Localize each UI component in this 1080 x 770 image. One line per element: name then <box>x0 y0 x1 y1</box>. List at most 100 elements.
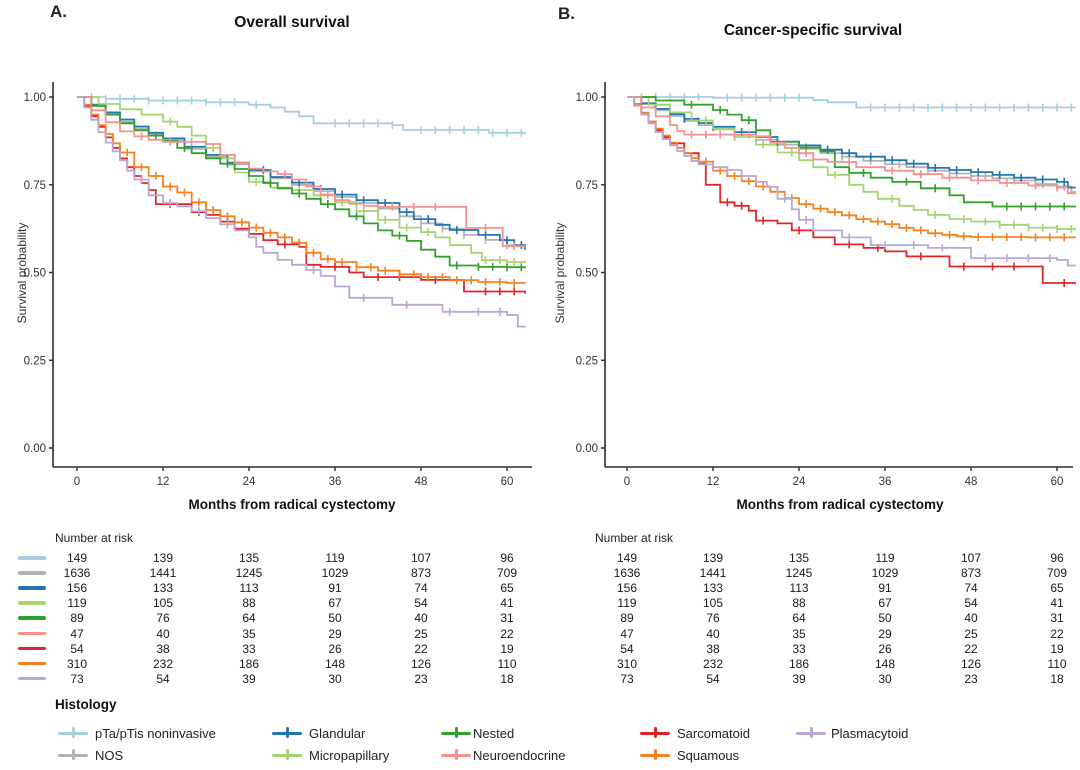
risk-count-plasmacytoid-a: 73 <box>70 671 84 686</box>
risk-count-nested-a: 89 <box>70 611 84 626</box>
legend-label-pta: pTa/pTis noninvasive <box>95 726 216 741</box>
risk-count-pta-b: 135 <box>788 551 810 565</box>
glandular-risk-row-swatch <box>18 586 46 590</box>
km-curve-neuroendocrine-a <box>77 96 526 248</box>
risk-count-pta-a: 107 <box>411 551 432 565</box>
y-tick-label-b: 0.00 <box>576 443 598 455</box>
x-tick-label-b: 24 <box>793 476 806 488</box>
risk-count-glandular-a: 156 <box>66 581 88 596</box>
risk-count-sarcomatoid-b: 26 <box>878 641 892 656</box>
risk-count-squamous-b: 110 <box>1047 656 1067 671</box>
km-curve-plasmacytoid-a <box>77 96 526 328</box>
risk-count-nested-b: 89 <box>620 611 634 626</box>
risk-count-glandular-a: 113 <box>239 581 259 596</box>
panel-a-title: Overall survival <box>234 14 350 31</box>
x-tick-label-b: 60 <box>1051 476 1064 488</box>
risk-count-squamous-b: 186 <box>788 656 810 671</box>
km-curve-glandular-b <box>627 96 1076 189</box>
panel-b-x-axis-title: Months from radical cystectomy <box>736 497 944 512</box>
risk-count-pta-a: 149 <box>66 551 88 565</box>
risk-count-micropapillary-a: 88 <box>242 596 256 611</box>
risk-count-glandular-a: 74 <box>414 581 428 596</box>
km-curve-nested-a <box>77 96 526 269</box>
nos-risk-row-swatch <box>18 571 46 575</box>
glandular-legend-cross <box>285 727 289 738</box>
km-curve-micropapillary-b <box>627 96 1076 231</box>
nested-risk-row-swatch <box>18 616 46 620</box>
pta-legend-marker-icon <box>58 725 92 741</box>
survival-plot-b: 0 12 24 36 48 60 1.00 0.75 0.50 0.25 0.00 <box>576 82 1076 488</box>
risk-count-plasmacytoid-b: 73 <box>620 671 634 686</box>
risk-count-nos-a: 1245 <box>235 566 263 581</box>
risk-count-neuroendocrine-b: 29 <box>878 626 892 641</box>
km-curve-nos-b <box>627 96 1076 193</box>
plasmacytoid-legend-marker-icon <box>796 725 830 741</box>
pta-legend-cross <box>71 727 75 738</box>
risk-count-micropapillary-a: 119 <box>67 596 87 611</box>
risk-count-nos-b: 1245 <box>785 566 813 581</box>
km-curve-squamous-a <box>77 96 526 284</box>
y-tick-label-a: 0.75 <box>24 180 46 192</box>
risk-count-nested-a: 64 <box>242 611 256 626</box>
risk-count-plasmacytoid-a: 23 <box>414 671 428 686</box>
legend-label-plasmacytoid: Plasmacytoid <box>831 726 909 741</box>
x-tick-label-a: 24 <box>243 476 256 488</box>
risk-count-neuroendocrine-a: 35 <box>242 626 256 641</box>
risk-count-pta-a: 139 <box>152 551 174 565</box>
risk-count-nos-b: 1029 <box>871 566 899 581</box>
risk-count-micropapillary-a: 105 <box>152 596 174 611</box>
micropapillary-legend-cross <box>285 749 289 760</box>
y-tick-label-a: 0.50 <box>24 268 46 280</box>
risk-count-nested-b: 31 <box>1050 611 1064 626</box>
risk-count-nos-a: 1029 <box>321 566 349 581</box>
risk-count-squamous-a: 148 <box>324 656 346 671</box>
risk-count-pta-a: 135 <box>238 551 260 565</box>
risk-count-nos-b: 709 <box>1047 566 1068 581</box>
risk-count-nested-a: 31 <box>500 611 514 626</box>
risk-count-plasmacytoid-a: 54 <box>156 671 170 686</box>
risk-count-sarcomatoid-b: 33 <box>792 641 806 656</box>
risk-count-sarcomatoid-a: 33 <box>242 641 256 656</box>
risk-count-nested-b: 76 <box>706 611 720 626</box>
sarcomatoid-legend-marker-icon <box>640 725 674 741</box>
km-curve-sarcomatoid-b <box>627 96 1076 285</box>
glandular-legend-marker-icon <box>272 725 306 741</box>
risk-count-pta-b: 96 <box>1050 551 1064 565</box>
panel-b-title: Cancer-specific survival <box>723 22 903 39</box>
x-tick-label-b: 48 <box>965 476 978 488</box>
y-tick-label-b: 0.75 <box>576 180 598 192</box>
km-curve-neuroendocrine-b <box>627 96 1076 195</box>
risk-count-glandular-b: 65 <box>1050 581 1064 596</box>
risk-count-micropapillary-a: 54 <box>414 596 428 611</box>
risk-count-neuroendocrine-b: 25 <box>964 626 978 641</box>
risk-count-glandular-a: 91 <box>328 581 342 596</box>
km-curve-glandular-a <box>77 96 526 250</box>
x-tick-label-b: 36 <box>879 476 892 488</box>
km-curve-squamous-b <box>627 96 1076 239</box>
risk-count-glandular-a: 133 <box>152 581 174 596</box>
risk-count-squamous-b: 126 <box>961 656 982 671</box>
risk-count-pta-b: 119 <box>875 551 895 565</box>
x-tick-label-a: 48 <box>415 476 428 488</box>
legend-label-squamous: Squamous <box>677 748 740 763</box>
risk-count-neuroendocrine-b: 47 <box>620 626 634 641</box>
risk-count-squamous-a: 186 <box>238 656 260 671</box>
risk-count-micropapillary-b: 67 <box>878 596 892 611</box>
survival-plot-a: 0 12 24 36 48 60 1.00 0.75 0.50 0.25 0.00 <box>24 82 532 488</box>
risk-count-nested-a: 40 <box>414 611 428 626</box>
risk-count-neuroendocrine-a: 29 <box>328 626 342 641</box>
sarcomatoid-legend-cross <box>653 727 657 738</box>
x-tick-label-a: 12 <box>157 476 170 488</box>
risk-count-nos-b: 1636 <box>613 566 641 581</box>
risk-count-micropapillary-a: 41 <box>500 596 514 611</box>
risk-count-nos-b: 873 <box>961 566 982 581</box>
nested-legend-cross <box>454 727 458 738</box>
plasmacytoid-legend-cross <box>809 727 813 738</box>
nos-legend-cross <box>71 749 75 760</box>
squamous-legend-cross <box>653 749 657 760</box>
risk-count-neuroendocrine-b: 22 <box>1050 626 1064 641</box>
risk-count-pta-b: 107 <box>961 551 982 565</box>
x-tick-label-b: 0 <box>624 476 630 488</box>
risk-count-nos-a: 709 <box>497 566 518 581</box>
risk-count-glandular-b: 133 <box>702 581 724 596</box>
